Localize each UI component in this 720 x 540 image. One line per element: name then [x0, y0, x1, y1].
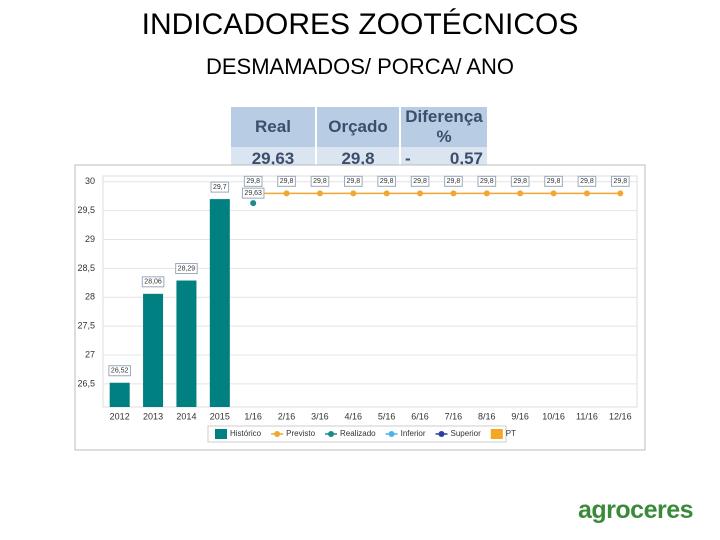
x-tick-label: 11/16 — [576, 411, 598, 421]
x-tick-label: 4/16 — [345, 411, 363, 421]
point — [383, 190, 390, 197]
y-tick-label: 28 — [85, 292, 95, 302]
data-label-box — [344, 175, 363, 187]
point — [583, 190, 590, 197]
data-label: 29,8 — [447, 178, 461, 185]
legend-label: Inferior — [401, 429, 426, 438]
data-label: 28,29 — [178, 265, 196, 272]
data-label-box — [277, 175, 296, 187]
y-tick-label: 26,5 — [77, 378, 95, 388]
data-label-box — [410, 175, 430, 187]
legend-swatch — [215, 429, 227, 439]
data-label-box — [210, 181, 230, 193]
point — [283, 190, 290, 197]
header-cell: Orçado — [316, 107, 401, 147]
legend-label: Previsto — [286, 429, 315, 438]
bar — [209, 199, 230, 407]
data-label: 29,8 — [413, 178, 427, 185]
data-label: 29,8 — [547, 178, 561, 185]
data-label: 29,8 — [614, 178, 628, 185]
logo: agroceres — [578, 496, 694, 524]
data-label: 29,8 — [580, 178, 594, 185]
data-label-box — [544, 175, 563, 187]
x-tick-label: 3/16 — [311, 411, 329, 421]
bar — [143, 293, 164, 407]
data-label-box — [310, 175, 330, 187]
header-cell: Real — [231, 107, 317, 147]
y-tick-label: 29,5 — [77, 205, 95, 215]
x-tick-label: 5/16 — [378, 411, 396, 421]
y-tick-label: 29 — [85, 234, 95, 244]
data-label: 29,63 — [244, 190, 262, 197]
point — [550, 190, 557, 197]
x-tick-label: 2013 — [143, 411, 163, 421]
x-tick-label: 2/16 — [278, 411, 296, 421]
data-label-box — [377, 175, 396, 187]
y-tick-label: 30 — [85, 176, 95, 186]
legend-box — [207, 425, 507, 443]
data-label: 29,8 — [480, 178, 494, 185]
legend-swatch — [490, 429, 503, 439]
data-label: 29,8 — [280, 178, 294, 185]
x-tick-label: 1/16 — [244, 411, 262, 421]
data-label-box — [243, 175, 263, 187]
x-tick-label: 10/16 — [542, 411, 565, 421]
point — [316, 190, 323, 197]
data-label: 26,52 — [111, 368, 129, 375]
data-label-box — [444, 175, 463, 187]
point — [483, 190, 490, 197]
data-label: 29,8 — [313, 178, 327, 185]
data-label: 29,8 — [347, 178, 361, 185]
bar — [176, 280, 197, 407]
data-label-box — [175, 263, 198, 275]
data-label: 29,8 — [380, 178, 394, 185]
diff: 0,57 — [449, 149, 483, 168]
legend-swatch — [274, 431, 281, 437]
x-tick-label: 9/16 — [511, 411, 529, 421]
x-tick-label: 7/16 — [445, 411, 463, 421]
data-label: 29,7 — [213, 184, 227, 191]
data-label-box — [141, 276, 165, 288]
y-tick-label: 27 — [85, 349, 95, 359]
point — [417, 190, 424, 197]
data-label: 29,8 — [513, 178, 527, 185]
slide-title: INDICADORES ZOOTÉCNICOS — [141, 8, 579, 41]
x-tick-label: 2012 — [110, 411, 130, 421]
legend-swatch — [328, 431, 335, 437]
legend-label: Superior — [451, 429, 482, 438]
point — [450, 190, 457, 197]
header-cell: Diferença % — [400, 107, 489, 147]
data-label-box — [510, 175, 530, 187]
y-tick-label: 27,5 — [77, 321, 95, 331]
x-tick-label: 12/16 — [609, 411, 632, 421]
data-label-box — [108, 365, 131, 377]
data-label-box — [241, 187, 265, 199]
point — [617, 190, 624, 197]
x-tick-label: 2014 — [176, 411, 196, 421]
legend-label: Histórico — [230, 429, 262, 438]
y-tick-label: 28,5 — [77, 263, 95, 273]
sign: - — [405, 149, 411, 168]
data-label: 29,8 — [246, 178, 260, 185]
x-tick-label: 6/16 — [411, 411, 429, 421]
bar — [109, 382, 130, 407]
data-label: 28,06 — [144, 279, 162, 286]
slide-subtitle: DESMAMADOS/ PORCA/ ANO — [205, 54, 515, 79]
x-tick-label: 2015 — [210, 411, 230, 421]
point — [517, 190, 524, 197]
legend-swatch — [388, 431, 395, 437]
data-label-box — [611, 175, 630, 187]
data-label-box — [477, 175, 497, 187]
legend-swatch — [438, 431, 445, 437]
point — [250, 200, 257, 207]
legend-label: PT — [506, 429, 516, 438]
x-tick-label: 8/16 — [478, 411, 496, 421]
point — [350, 190, 357, 197]
legend-label: Realizado — [340, 429, 376, 438]
data-label-box — [577, 175, 597, 187]
